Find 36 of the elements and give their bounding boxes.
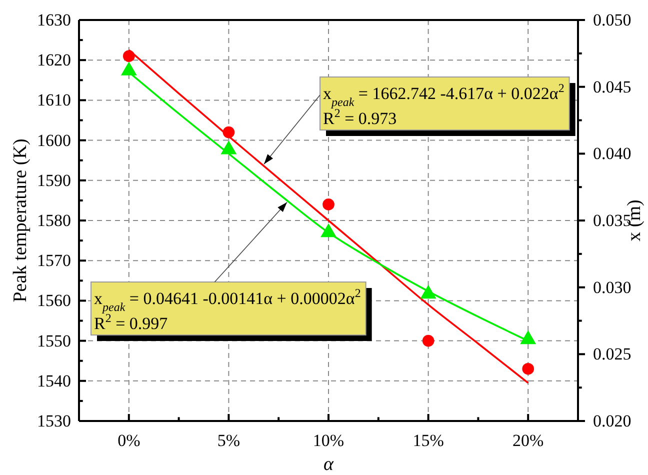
point [120, 62, 137, 76]
point [220, 140, 237, 154]
point [122, 50, 135, 62]
point [422, 334, 434, 347]
y2-tick-label: 0.020 [593, 411, 632, 430]
y2-tick-label: 0.050 [593, 10, 632, 30]
y-tick-label: 1550 [37, 331, 71, 350]
y-tick-label: 1600 [37, 130, 71, 150]
y-tick-label: 1560 [37, 291, 71, 310]
x-tick-label: 0% [118, 431, 140, 450]
y2-tick-label: 0.025 [593, 344, 632, 364]
y2-tick-label: 0.040 [593, 144, 632, 164]
y-tick-label: 1610 [37, 90, 71, 110]
point [420, 284, 436, 299]
x-tick-label: 10% [312, 431, 344, 450]
point [222, 126, 235, 138]
y2-tick-label: 0.045 [593, 77, 632, 96]
point [320, 223, 336, 238]
text: x$_{peak}$ = 1662.742 -4.617α + 0.022α$^{2}$ R$^{2}$ = 0.973 [323, 81, 564, 128]
y-tick-label: 1580 [37, 210, 71, 230]
y-tick-label: 1530 [37, 411, 71, 430]
y-tick-label: 1620 [37, 50, 71, 70]
x-tick-label: 5% [217, 431, 240, 450]
y-tick-label: 1590 [37, 170, 71, 190]
point [520, 330, 536, 344]
point [522, 362, 534, 375]
x-axis-title: α [324, 454, 335, 475]
y-tick-label: 1540 [37, 371, 71, 390]
text: x$_{peak}$ = 0.04641 -0.00141α + 0.00002α$^{2}$ R$^{2}$ = 0.997 [94, 286, 361, 333]
x-tick-label: 15% [412, 431, 444, 450]
y2-tick-label: 0.030 [593, 278, 632, 297]
y-tick-label: 1630 [37, 10, 71, 30]
x-tick-label: 20% [512, 431, 544, 450]
y-tick-label: 1570 [37, 251, 71, 270]
y-axis-title: Peak temperature (K) [10, 138, 31, 302]
point [322, 198, 334, 210]
